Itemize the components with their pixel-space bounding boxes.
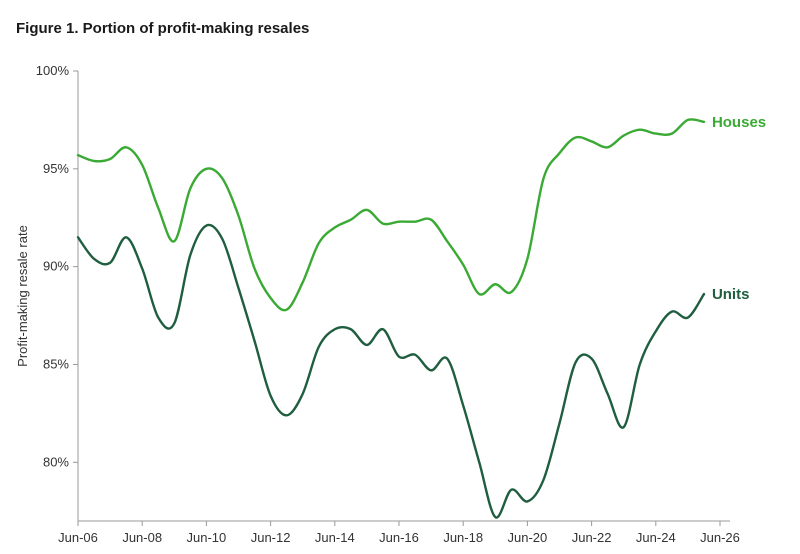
y-tick-label: 85% bbox=[43, 356, 69, 371]
x-tick-label: Jun-18 bbox=[443, 530, 483, 545]
y-tick-label: 80% bbox=[43, 454, 69, 469]
x-tick-label: Jun-14 bbox=[315, 530, 355, 545]
x-tick-label: Jun-20 bbox=[508, 530, 548, 545]
chart-title: Figure 1. Portion of profit-making resal… bbox=[16, 20, 310, 37]
series-labels: Houses Units bbox=[712, 114, 766, 303]
y-tick-label: 90% bbox=[43, 259, 69, 274]
x-tick-label: Jun-10 bbox=[187, 530, 227, 545]
series-line-units bbox=[76, 223, 706, 519]
x-tick-label: Jun-08 bbox=[122, 530, 162, 545]
x-tick-label: Jun-22 bbox=[572, 530, 612, 545]
x-tick-label: Jun-12 bbox=[251, 530, 291, 545]
x-tick-label: Jun-06 bbox=[58, 530, 98, 545]
y-tick-label: 100% bbox=[36, 63, 70, 78]
x-ticks: Jun-06 Jun-08 Jun-10 Jun-12 Jun-14 Jun-16 Jun-… bbox=[58, 521, 740, 545]
series-layer bbox=[76, 118, 706, 519]
y-tick-label: 95% bbox=[43, 161, 69, 176]
y-ticks: 80% 85% 90% 95% 100% bbox=[36, 63, 78, 469]
x-tick-label: Jun-16 bbox=[379, 530, 419, 545]
series-label-houses: Houses bbox=[712, 114, 766, 131]
x-tick-label: Jun-26 bbox=[700, 530, 740, 545]
x-tick-label: Jun-24 bbox=[636, 530, 676, 545]
series-line-houses bbox=[76, 118, 706, 312]
series-label-units: Units bbox=[712, 286, 750, 303]
y-axis-title: Profit-making resale rate bbox=[15, 225, 30, 367]
